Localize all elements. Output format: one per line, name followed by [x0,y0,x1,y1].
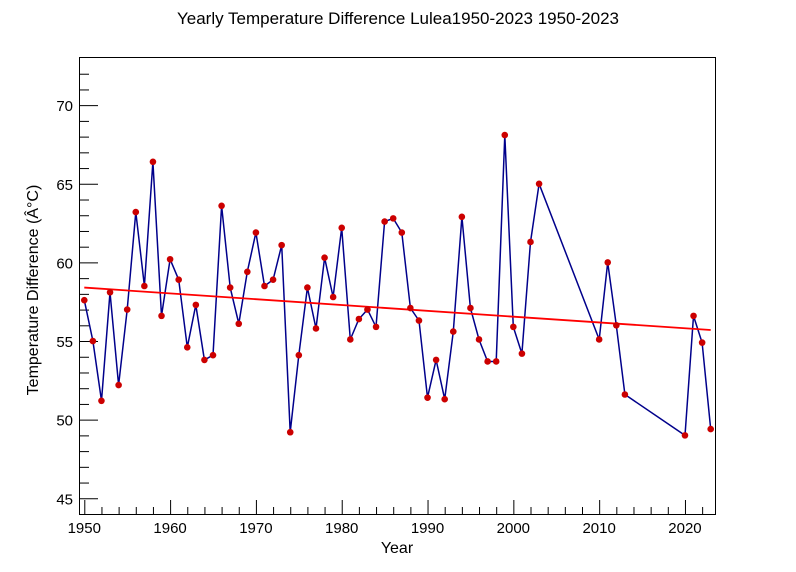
data-point [372,323,380,331]
x-tick-label: 1960 [153,520,186,537]
data-point [278,241,285,249]
data-point [449,328,457,335]
y-tick-label: 60 [56,255,73,272]
data-point [681,432,689,439]
data-point [312,325,320,332]
data-point [149,158,157,166]
data-point [424,394,431,401]
data-point [244,268,251,276]
data-point [415,317,423,324]
data-point [381,218,388,225]
y-tick-label: 70 [56,98,73,115]
data-point [89,337,97,345]
x-tick-label: 2000 [497,520,530,537]
data-point [183,344,191,351]
data-point [235,320,243,328]
x-tick-label: 2010 [582,520,615,537]
data-point [475,336,483,343]
data-point [501,131,509,139]
x-tick-label: 1990 [411,520,444,537]
data-point [115,381,122,389]
data-point [441,395,448,403]
data-point [338,224,346,232]
plot-area [80,131,715,439]
data-point [398,229,406,236]
data-point [535,180,543,188]
data-point [510,323,517,331]
x-tick-label: 1970 [239,520,272,537]
data-point [261,282,268,290]
data-point [407,304,414,312]
data-point [432,356,440,364]
y-tick-label: 45 [56,491,73,508]
data-point [295,351,303,359]
y-axis-label: Temperature Difference (Â°C) [23,185,42,396]
data-point [132,208,140,216]
data-point [106,288,114,296]
y-axis: 45 50 55 60 65 70 [56,73,98,508]
y-tick-label: 55 [56,334,73,351]
x-tick-label: 1950 [68,520,101,537]
chart-title: Yearly Temperature Difference Lulea1950-… [177,9,619,28]
data-point [252,229,260,236]
data-point [698,339,706,346]
x-tick-label: 1980 [325,520,358,537]
data-point [389,215,397,222]
data-point [269,276,277,284]
data-point [123,306,131,313]
data-point [347,336,354,343]
data-point [98,397,105,405]
data-point [80,296,88,304]
data-point [321,254,328,261]
data-point [604,259,612,266]
x-axis-label: Year [381,540,414,557]
data-point [175,276,182,284]
data-point [613,322,620,329]
data-point [458,213,466,221]
plot-frame [79,57,716,515]
data-point [329,293,337,301]
data-point [226,284,234,291]
data-point [707,425,715,433]
x-axis: 1950 1960 1970 1980 1990 2000 2010 2020 [68,500,704,537]
trend-line [84,286,711,331]
x-tick-label: 2020 [668,520,701,537]
data-point [355,315,363,323]
data-point [492,358,500,365]
data-point [141,282,148,290]
data-point [621,391,629,398]
data-point [166,255,174,263]
data-point [690,312,697,320]
data-point [518,350,526,357]
data-point [484,358,491,365]
data-point [158,312,165,320]
data-point [209,351,217,359]
data-point [595,336,603,343]
data-point [527,238,534,246]
data-line [83,134,712,437]
data-point [218,202,225,210]
y-tick-label: 65 [56,177,73,194]
data-point [286,428,294,436]
data-point [364,306,371,313]
data-point [467,304,474,312]
data-point [304,284,311,291]
data-point [201,356,208,364]
data-point [192,301,200,309]
y-tick-label: 50 [56,413,73,430]
